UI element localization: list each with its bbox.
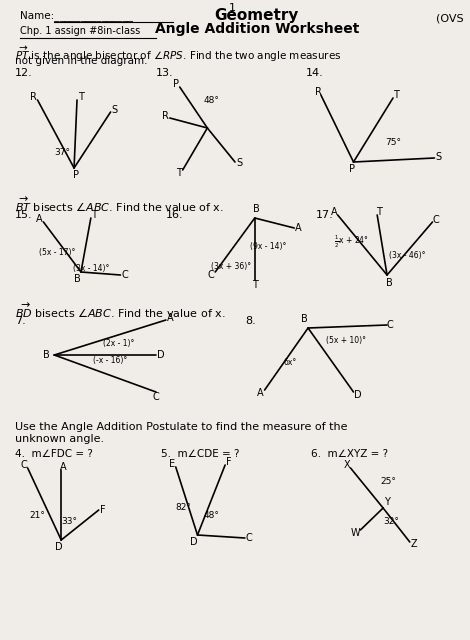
Text: A: A bbox=[36, 214, 43, 224]
Text: 15.: 15. bbox=[15, 210, 32, 220]
Text: (3x + 36)°: (3x + 36)° bbox=[211, 262, 251, 271]
Text: 75°: 75° bbox=[385, 138, 401, 147]
Text: A: A bbox=[166, 313, 173, 323]
Text: F: F bbox=[226, 457, 232, 467]
Text: unknown angle.: unknown angle. bbox=[15, 434, 104, 444]
Text: R: R bbox=[314, 87, 321, 97]
Text: C: C bbox=[387, 320, 393, 330]
Text: Chp. 1 assign #8in-class: Chp. 1 assign #8in-class bbox=[20, 26, 140, 36]
Text: D: D bbox=[55, 542, 63, 552]
Text: T: T bbox=[393, 90, 399, 100]
Text: Name:_______________: Name:_______________ bbox=[20, 10, 133, 21]
Text: T: T bbox=[91, 210, 97, 220]
Text: S: S bbox=[435, 152, 441, 162]
Text: $\frac{1}{2}$x + 24°: $\frac{1}{2}$x + 24° bbox=[334, 234, 369, 250]
Text: 8.: 8. bbox=[245, 316, 256, 326]
Text: P: P bbox=[349, 164, 354, 174]
Text: B: B bbox=[386, 278, 392, 288]
Text: R: R bbox=[163, 111, 169, 121]
Text: 7.: 7. bbox=[15, 316, 25, 326]
Text: (OVS: (OVS bbox=[437, 13, 464, 23]
Text: S: S bbox=[236, 158, 242, 168]
Text: B: B bbox=[301, 314, 307, 324]
Text: C: C bbox=[432, 215, 439, 225]
Text: C: C bbox=[20, 460, 27, 470]
Text: not given in the diagram.: not given in the diagram. bbox=[15, 56, 147, 66]
Text: $\overrightarrow{BD}$ bisects $\angle ABC$. Find the value of x.: $\overrightarrow{BD}$ bisects $\angle AB… bbox=[15, 302, 225, 320]
Text: 25°: 25° bbox=[380, 477, 396, 486]
Text: P: P bbox=[73, 170, 79, 180]
Text: X: X bbox=[343, 460, 350, 470]
Text: 6x°: 6x° bbox=[284, 358, 297, 367]
Text: T: T bbox=[78, 92, 84, 102]
Text: 12.: 12. bbox=[15, 68, 32, 78]
Text: (3x - 46)°: (3x - 46)° bbox=[389, 250, 425, 259]
Text: 48°: 48° bbox=[204, 511, 219, 520]
Text: 6.  m∠XYZ = ?: 6. m∠XYZ = ? bbox=[311, 449, 388, 459]
Text: Geometry: Geometry bbox=[214, 8, 299, 23]
Text: A: A bbox=[330, 207, 337, 217]
Text: T: T bbox=[176, 168, 182, 178]
Text: 32°: 32° bbox=[383, 518, 399, 527]
Text: Y: Y bbox=[384, 497, 390, 507]
Text: D: D bbox=[353, 390, 361, 400]
Text: (9x - 14)°: (9x - 14)° bbox=[251, 241, 287, 250]
Text: 13.: 13. bbox=[156, 68, 173, 78]
Text: (5x - 17)°: (5x - 17)° bbox=[39, 248, 76, 257]
Text: D: D bbox=[190, 537, 197, 547]
Text: A: A bbox=[295, 223, 302, 233]
Text: B: B bbox=[253, 204, 260, 214]
Text: 5.  m∠CDE = ?: 5. m∠CDE = ? bbox=[161, 449, 239, 459]
Text: $\overrightarrow{BT}$ bisects $\angle ABC$. Find the value of x.: $\overrightarrow{BT}$ bisects $\angle AB… bbox=[15, 196, 224, 214]
Text: (5x + 10)°: (5x + 10)° bbox=[326, 335, 366, 344]
Text: C: C bbox=[153, 392, 159, 402]
Text: (3x - 14)°: (3x - 14)° bbox=[73, 264, 109, 273]
Text: P: P bbox=[173, 79, 179, 89]
Text: Angle Addition Worksheet: Angle Addition Worksheet bbox=[155, 22, 359, 36]
Text: C: C bbox=[208, 270, 215, 280]
Text: B: B bbox=[74, 274, 80, 284]
Text: D: D bbox=[157, 350, 165, 360]
Text: Z: Z bbox=[410, 539, 417, 549]
Text: 33°: 33° bbox=[61, 518, 77, 527]
Text: 21°: 21° bbox=[30, 511, 46, 520]
Text: C: C bbox=[245, 533, 252, 543]
Text: A: A bbox=[258, 388, 264, 398]
Text: S: S bbox=[111, 105, 118, 115]
Text: 4.  m∠FDC = ?: 4. m∠FDC = ? bbox=[15, 449, 93, 459]
Text: Use the Angle Addition Postulate to find the measure of the: Use the Angle Addition Postulate to find… bbox=[15, 422, 347, 432]
Text: E: E bbox=[169, 459, 175, 469]
Text: C: C bbox=[121, 270, 128, 280]
Text: 82°: 82° bbox=[176, 504, 192, 513]
Text: R: R bbox=[30, 92, 37, 102]
Text: 16.: 16. bbox=[166, 210, 183, 220]
Text: 37°: 37° bbox=[54, 147, 70, 157]
Text: 17.: 17. bbox=[316, 210, 334, 220]
Text: 48°: 48° bbox=[204, 95, 219, 104]
Text: T: T bbox=[252, 280, 258, 290]
Text: (-x - 16)°: (-x - 16)° bbox=[94, 355, 128, 365]
Text: T: T bbox=[376, 207, 382, 217]
Text: W: W bbox=[351, 528, 360, 538]
Text: F: F bbox=[100, 505, 105, 515]
Text: $\overrightarrow{PT}$ is the angle bisector of $\angle RPS$. Find the two angle : $\overrightarrow{PT}$ is the angle bisec… bbox=[15, 44, 341, 63]
Text: (2x - 1)°: (2x - 1)° bbox=[103, 339, 134, 348]
Text: B: B bbox=[43, 350, 50, 360]
Text: A: A bbox=[60, 462, 67, 472]
Text: 1: 1 bbox=[228, 3, 235, 13]
Text: 14.: 14. bbox=[306, 68, 324, 78]
